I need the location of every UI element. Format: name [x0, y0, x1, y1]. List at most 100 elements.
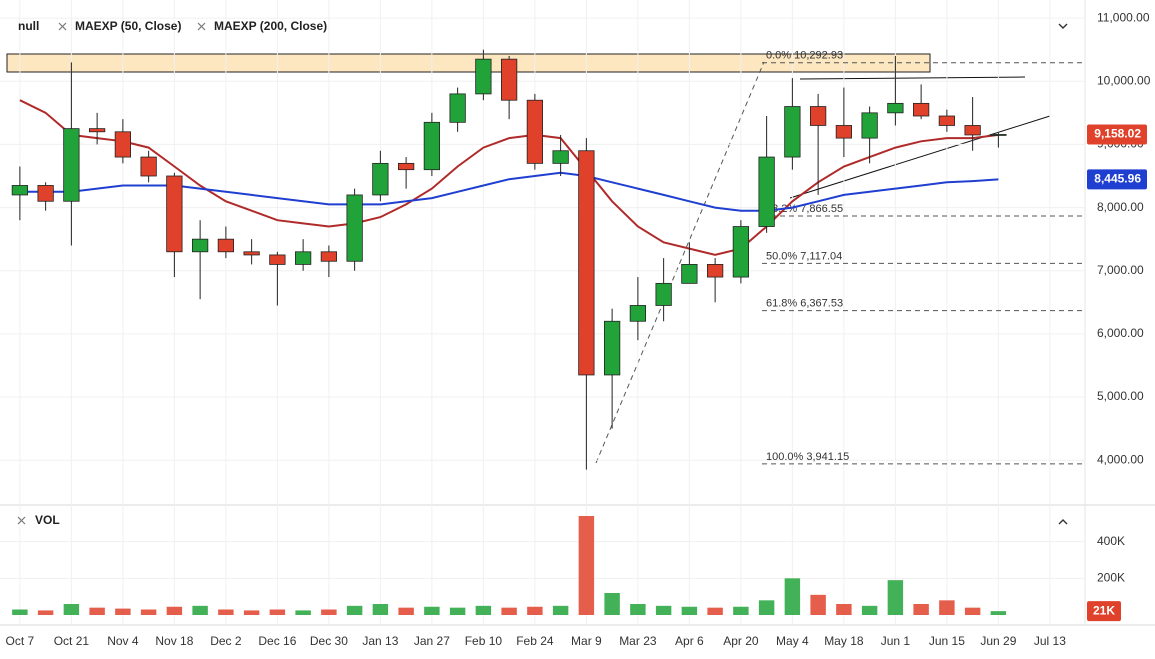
x-tick-label: Oct 7	[6, 634, 35, 648]
volume-bar	[733, 606, 749, 615]
candle-body	[758, 156, 775, 227]
fib-label: 0.0% 10,292.93	[766, 50, 843, 62]
volume-bar	[115, 608, 131, 615]
candle-body	[629, 305, 647, 322]
volume-bar	[449, 607, 466, 615]
volume-bar	[321, 609, 337, 615]
y-tick-label: 7,000.00	[1097, 263, 1144, 277]
volume-bar	[475, 605, 492, 615]
x-tick-label: Nov 4	[107, 634, 139, 648]
remove-icon[interactable]	[197, 22, 206, 31]
candle-body	[140, 156, 157, 177]
remove-icon[interactable]	[17, 516, 26, 525]
candle-body	[475, 58, 492, 95]
candle-body	[423, 121, 440, 171]
volume-bar	[243, 610, 260, 615]
candle-body	[397, 162, 415, 171]
volume-bar	[89, 607, 105, 615]
candle-body	[37, 185, 54, 202]
volume-bar	[424, 606, 440, 615]
candle-body	[346, 194, 363, 262]
volume-bar	[166, 606, 183, 615]
y-tick-label: 5,000.00	[1097, 389, 1144, 403]
x-tick-label: Jan 27	[414, 634, 450, 648]
volume-bar	[63, 604, 80, 615]
volume-bar	[218, 609, 234, 615]
volume-bar	[887, 580, 904, 615]
y-tick-label: 10,000.00	[1097, 73, 1151, 87]
x-tick-label: Apr 6	[675, 634, 704, 648]
fib-label: 38.2% 7,866.55	[766, 203, 843, 215]
candle-body	[604, 320, 621, 376]
x-tick-label: Mar 9	[571, 634, 602, 648]
volume-bar	[810, 594, 826, 615]
volume-bar	[861, 605, 878, 615]
y-tick-label: 4,000.00	[1097, 452, 1144, 466]
symbol-label: null	[18, 19, 39, 33]
candle-body	[887, 102, 904, 114]
y-tick-label: 400K	[1097, 534, 1125, 548]
volume-bar	[372, 604, 389, 615]
candle-body	[861, 112, 878, 139]
x-tick-label: Dec 16	[258, 634, 296, 648]
candle-body	[500, 58, 518, 101]
volume-bar	[140, 609, 157, 615]
volume-bar	[578, 516, 595, 615]
volume-bar	[758, 600, 775, 615]
volume-bar	[501, 607, 517, 615]
price-tag	[1087, 124, 1147, 145]
volume-label: VOL	[35, 513, 60, 527]
candle-body	[810, 106, 827, 126]
volume-bar	[784, 578, 801, 615]
candle-body	[938, 115, 956, 126]
x-tick-label: May 18	[824, 634, 864, 648]
candle-body	[11, 185, 28, 196]
candle-body	[166, 175, 183, 253]
candle-body	[372, 162, 389, 196]
candle-body	[526, 99, 544, 164]
trendline	[799, 76, 1026, 80]
candle-body	[269, 254, 286, 265]
y-tick-label: 6,000.00	[1097, 326, 1144, 340]
candle-body	[217, 238, 234, 253]
x-tick-label: Jun 1	[881, 634, 911, 648]
volume-bar	[604, 593, 620, 615]
volume-bar	[192, 605, 208, 615]
plot-layer: Oct 7 Oct 21 Nov 4 Nov 18 Dec 2 Dec 16 Dec 30 J…	[0, 0, 1151, 648]
x-tick-label: Oct 21	[54, 634, 90, 648]
volume-bar	[913, 604, 929, 615]
moving-average	[19, 99, 999, 256]
remove-icon[interactable]	[58, 22, 67, 31]
fib-anchor-line	[595, 61, 765, 464]
candle-body	[707, 264, 724, 278]
x-tick-label: Jan 13	[362, 634, 398, 648]
x-tick-label: May 4	[776, 634, 809, 648]
x-tick-label: Mar 23	[619, 634, 657, 648]
candle-body	[243, 251, 260, 256]
volume-bar	[295, 610, 311, 615]
volume-bar	[37, 610, 54, 615]
price-tag-label: 8,445.96	[1094, 172, 1141, 186]
fib-label: 50.0% 7,117.04	[766, 250, 842, 262]
candle-body	[449, 93, 466, 123]
candle-body	[655, 282, 672, 306]
candle-body	[191, 238, 209, 253]
collapse-button[interactable]	[1058, 23, 1068, 29]
x-tick-label: Dec 30	[310, 634, 348, 648]
legend-entry[interactable]: MAEXP (200, Close)	[214, 19, 327, 33]
volume-bar	[707, 607, 723, 615]
collapse-button[interactable]	[1058, 519, 1068, 525]
volume-bar	[269, 609, 286, 615]
y-tick-label: 11,000.00	[1097, 10, 1150, 24]
y-tick-label: 8,000.00	[1097, 200, 1144, 214]
candle-body	[89, 128, 106, 133]
legend-entry[interactable]: MAEXP (50, Close)	[75, 19, 181, 33]
candle-body	[578, 150, 595, 376]
x-tick-label: Feb 24	[516, 634, 554, 648]
candle-body	[964, 125, 981, 136]
candle-body	[913, 102, 930, 117]
volume-bar	[836, 604, 852, 615]
volume-bar	[630, 604, 646, 615]
